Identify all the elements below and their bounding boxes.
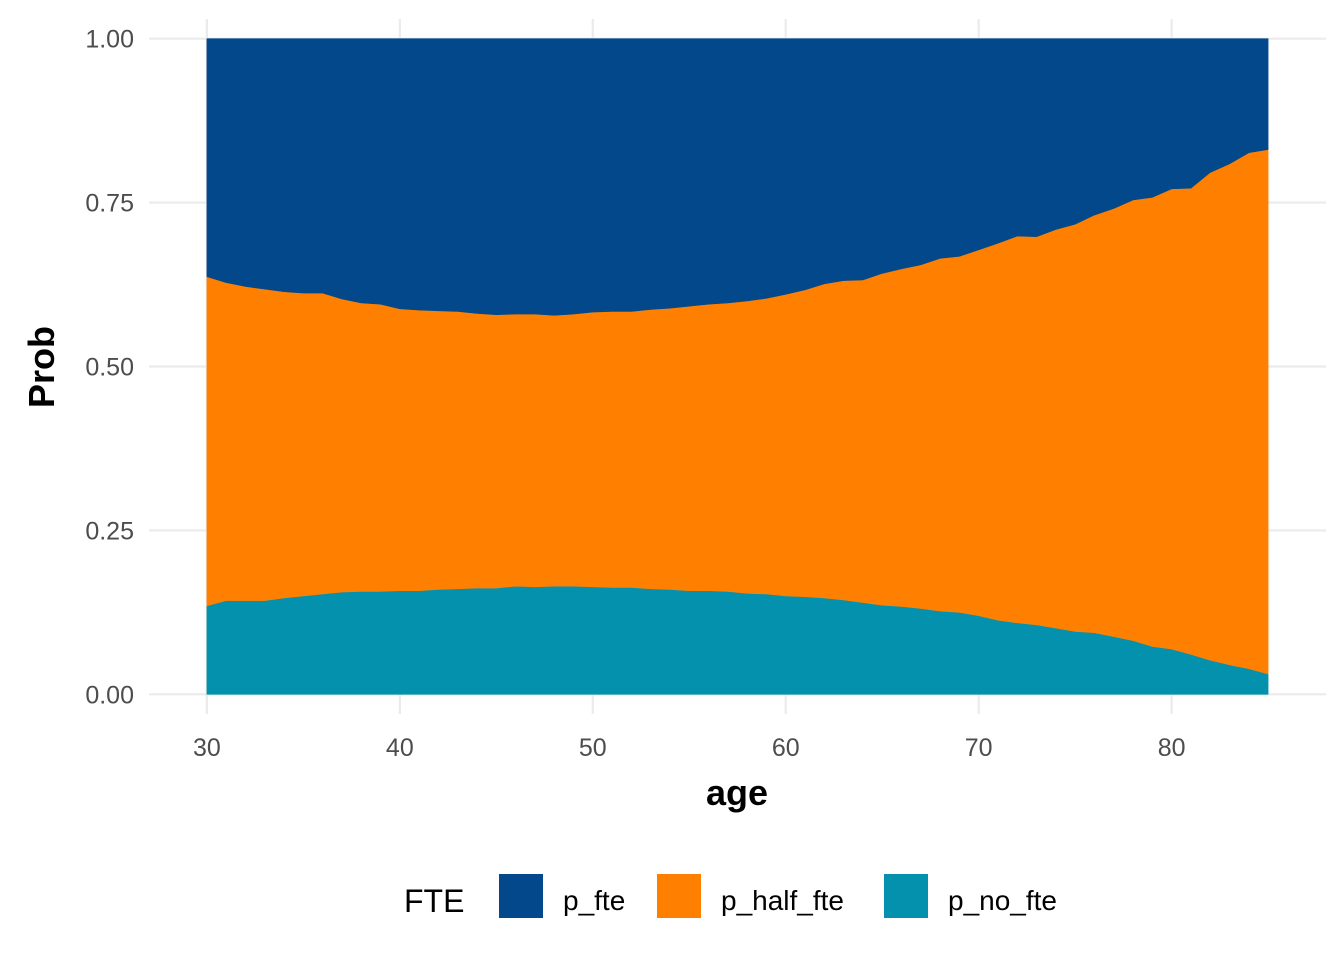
area-layer bbox=[206, 38, 1269, 695]
legend-item-p-fte: p_fte bbox=[499, 874, 625, 918]
y-tick-label: 1.00 bbox=[85, 26, 134, 54]
legend-items: p_fte p_half_fte p_no_fte bbox=[499, 874, 1057, 918]
legend-label: p_no_fte bbox=[948, 885, 1057, 916]
area-p-fte bbox=[206, 38, 1269, 316]
y-axis-title: Prob bbox=[21, 326, 62, 408]
legend-key-swatch bbox=[657, 874, 701, 918]
y-tick-label: 0.75 bbox=[85, 190, 134, 218]
legend-label: p_half_fte bbox=[721, 885, 844, 916]
y-axis-ticks: 0.00 0.25 0.50 0.75 1.00 bbox=[85, 26, 134, 710]
y-tick-label: 0.50 bbox=[85, 354, 134, 382]
legend-key-swatch bbox=[884, 874, 928, 918]
legend-item-p-no-fte: p_no_fte bbox=[884, 874, 1057, 918]
legend: FTE p_fte p_half_fte p_no_fte bbox=[404, 874, 1057, 919]
x-axis-ticks: 30 40 50 60 70 80 bbox=[193, 734, 1186, 762]
legend-key-swatch bbox=[499, 874, 543, 918]
x-axis-title: age bbox=[706, 772, 768, 813]
x-tick-label: 40 bbox=[386, 734, 414, 762]
legend-title: FTE bbox=[404, 883, 464, 919]
x-tick-label: 70 bbox=[965, 734, 993, 762]
x-tick-label: 80 bbox=[1158, 734, 1186, 762]
x-tick-label: 50 bbox=[579, 734, 607, 762]
y-tick-label: 0.25 bbox=[85, 517, 134, 545]
x-tick-label: 30 bbox=[193, 734, 221, 762]
y-tick-label: 0.00 bbox=[85, 681, 134, 709]
x-tick-label: 60 bbox=[772, 734, 800, 762]
legend-item-p-half-fte: p_half_fte bbox=[657, 874, 844, 918]
legend-label: p_fte bbox=[563, 885, 625, 916]
